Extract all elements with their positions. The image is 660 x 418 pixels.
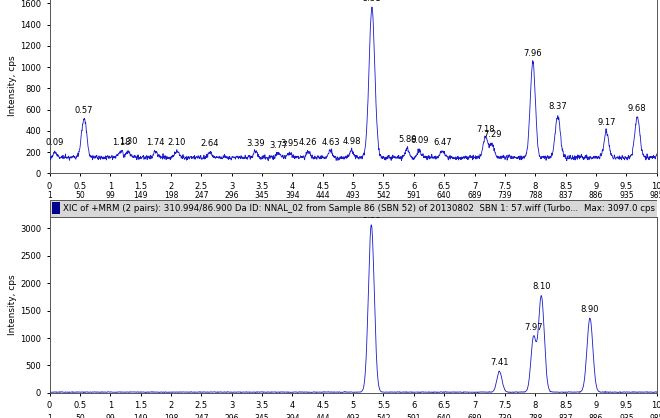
Text: 2.10: 2.10 xyxy=(168,138,186,147)
Text: 50: 50 xyxy=(75,414,84,418)
Text: 1.74: 1.74 xyxy=(146,138,164,147)
Text: 8.37: 8.37 xyxy=(548,102,567,111)
Text: 7.41: 7.41 xyxy=(490,358,509,367)
Text: 149: 149 xyxy=(133,414,148,418)
Text: 444: 444 xyxy=(315,191,330,200)
Text: 493: 493 xyxy=(346,191,360,200)
Text: 8.90: 8.90 xyxy=(581,305,599,314)
Text: 1: 1 xyxy=(47,191,52,200)
Text: 739: 739 xyxy=(498,191,512,200)
Text: 296: 296 xyxy=(224,414,239,418)
Text: XIC of +MRM (2 pairs): 310.994/86.900 Da ID: NNAL_02 from Sample 86 (SBN 52) of : XIC of +MRM (2 pairs): 310.994/86.900 Da… xyxy=(63,204,578,213)
Text: 3.77: 3.77 xyxy=(269,141,288,150)
Text: 7.29: 7.29 xyxy=(483,130,502,139)
Text: 7.96: 7.96 xyxy=(523,49,542,59)
Text: 3.95: 3.95 xyxy=(280,139,298,148)
Text: 444: 444 xyxy=(315,414,330,418)
Text: 2.64: 2.64 xyxy=(201,139,219,148)
Text: 8.10: 8.10 xyxy=(532,282,550,291)
Text: 1: 1 xyxy=(47,414,52,418)
Text: 99: 99 xyxy=(106,191,115,200)
Text: 1.18: 1.18 xyxy=(112,138,131,147)
Text: 9.68: 9.68 xyxy=(628,104,647,113)
Text: 689: 689 xyxy=(467,191,482,200)
Text: 542: 542 xyxy=(376,191,391,200)
Text: 4.63: 4.63 xyxy=(321,138,340,147)
Text: 50: 50 xyxy=(75,191,84,200)
Text: 886: 886 xyxy=(589,191,603,200)
Text: 5.30: 5.30 xyxy=(362,212,381,220)
Text: 9.17: 9.17 xyxy=(597,118,616,127)
Text: 542: 542 xyxy=(376,414,391,418)
Y-axis label: Intensity, cps: Intensity, cps xyxy=(9,275,17,336)
Text: 345: 345 xyxy=(255,414,269,418)
Text: 640: 640 xyxy=(437,414,451,418)
Text: 788: 788 xyxy=(528,191,543,200)
Text: 296: 296 xyxy=(224,191,239,200)
Text: 5.89: 5.89 xyxy=(398,135,416,144)
Text: 1.30: 1.30 xyxy=(119,138,138,146)
Text: 198: 198 xyxy=(164,191,178,200)
Text: 6.09: 6.09 xyxy=(410,136,428,145)
Text: 935: 935 xyxy=(619,414,634,418)
Y-axis label: Intensity, cps: Intensity, cps xyxy=(9,55,17,116)
Text: 7.18: 7.18 xyxy=(476,125,495,134)
Text: 247: 247 xyxy=(194,191,209,200)
Text: 788: 788 xyxy=(528,414,543,418)
Text: 3.39: 3.39 xyxy=(246,139,265,148)
Text: 886: 886 xyxy=(589,414,603,418)
Text: 493: 493 xyxy=(346,414,360,418)
Text: 5.31: 5.31 xyxy=(363,0,381,3)
Text: 591: 591 xyxy=(407,414,421,418)
Text: 247: 247 xyxy=(194,414,209,418)
Text: 837: 837 xyxy=(558,191,573,200)
Text: 0.09: 0.09 xyxy=(46,138,64,147)
Text: 739: 739 xyxy=(498,414,512,418)
Text: 4.26: 4.26 xyxy=(299,138,317,147)
Text: 394: 394 xyxy=(285,414,300,418)
Text: 99: 99 xyxy=(106,414,115,418)
Text: 837: 837 xyxy=(558,414,573,418)
Text: Max: 3097.0 cps: Max: 3097.0 cps xyxy=(585,204,655,213)
Text: 345: 345 xyxy=(255,191,269,200)
Text: 7.97: 7.97 xyxy=(524,323,543,332)
Text: 591: 591 xyxy=(407,191,421,200)
Text: 985: 985 xyxy=(649,191,660,200)
Text: 640: 640 xyxy=(437,191,451,200)
Bar xyxy=(52,202,61,214)
Text: 985: 985 xyxy=(649,414,660,418)
Text: 4.98: 4.98 xyxy=(343,137,361,146)
Text: 198: 198 xyxy=(164,414,178,418)
Text: 6.47: 6.47 xyxy=(433,138,451,147)
Text: 689: 689 xyxy=(467,414,482,418)
Text: 149: 149 xyxy=(133,191,148,200)
Text: 0.57: 0.57 xyxy=(75,106,93,115)
Text: 394: 394 xyxy=(285,191,300,200)
Text: 935: 935 xyxy=(619,191,634,200)
